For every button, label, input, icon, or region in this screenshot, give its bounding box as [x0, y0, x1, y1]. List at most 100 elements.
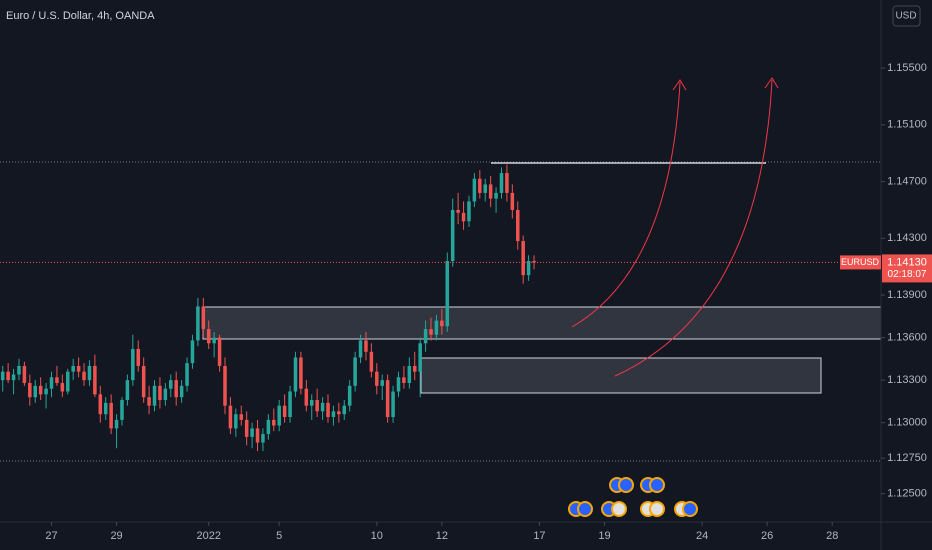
candle-body: [212, 337, 216, 344]
arrow: [614, 79, 773, 377]
currency-button[interactable]: [892, 5, 921, 27]
candle-body: [201, 306, 206, 330]
candle-body: [266, 419, 271, 435]
candle-body: [196, 306, 200, 341]
candle-body: [44, 388, 48, 395]
chart-title: Euro / U.S. Dollar, 4h, OANDA: [6, 10, 155, 22]
candle-body: [445, 261, 450, 327]
candle-body: [418, 343, 422, 372]
candle-body: [450, 209, 455, 261]
candle-body: [55, 377, 59, 383]
candle-body: [141, 365, 146, 398]
x-tick-label: 12: [436, 530, 448, 542]
price-label: 1.14130: [887, 256, 927, 268]
candle-body: [244, 419, 249, 437]
candles: [0, 164, 536, 452]
candle-body: [60, 382, 65, 392]
candle-body: [120, 400, 124, 420]
candle-body: [174, 380, 178, 398]
candle-body: [369, 351, 374, 372]
event-icon: [682, 501, 698, 517]
arrow: [571, 81, 681, 328]
candle-body: [93, 365, 97, 395]
candle-body: [315, 400, 319, 412]
x-tick-label: 27: [45, 530, 57, 542]
candle-body: [190, 340, 195, 364]
zone: [202, 306, 882, 340]
candle-body: [282, 405, 287, 418]
y-tick-label: 1.14700: [887, 175, 927, 187]
candle-body: [375, 371, 379, 386]
event-icon: [649, 501, 665, 517]
candle-body: [82, 371, 86, 381]
currency-label[interactable]: USD: [895, 11, 916, 22]
candle-body: [515, 209, 520, 242]
candle-body: [402, 377, 406, 383]
zone: [420, 357, 822, 394]
x-tick-label: 17: [533, 530, 545, 542]
x-tick-label: 28: [826, 530, 838, 542]
candle-body: [185, 363, 189, 386]
candle-body: [217, 337, 222, 366]
y-tick-label: 1.13600: [887, 332, 927, 344]
candle-body: [288, 391, 292, 418]
y-tick-label: 1.13900: [887, 289, 927, 301]
x-tick-label: 5: [276, 530, 282, 542]
candle-body: [385, 380, 390, 418]
candle-body: [272, 419, 276, 426]
candle-body: [337, 411, 341, 415]
candle-body: [158, 385, 162, 401]
candle-body: [98, 394, 103, 415]
candle-body: [407, 365, 412, 383]
x-tick-label: 24: [696, 530, 708, 542]
candle-body: [396, 377, 401, 392]
symbol-label: EURUSD: [841, 257, 880, 267]
candle-body: [331, 411, 336, 418]
candle-body: [228, 405, 233, 429]
candle-body: [412, 365, 417, 372]
event-icon: [611, 501, 627, 517]
candle-body: [223, 365, 227, 406]
candle-body: [109, 402, 113, 429]
candle-body: [49, 377, 54, 389]
candle-body: [103, 402, 108, 415]
event-icon: [577, 501, 593, 517]
candle-body: [163, 388, 168, 401]
candle-body: [526, 261, 531, 276]
candle-body: [0, 371, 5, 381]
candle-body: [326, 402, 330, 418]
candle-body: [152, 385, 157, 406]
candle-body: [380, 380, 384, 386]
symbol-badge: [840, 255, 881, 270]
candle-body: [342, 405, 347, 415]
arrow-head: [672, 79, 687, 91]
candle-body: [11, 374, 16, 381]
candle-body: [38, 385, 43, 395]
candle-body: [131, 348, 135, 381]
candle-body: [206, 329, 211, 344]
candle-body: [299, 357, 303, 389]
candle-body: [467, 201, 471, 222]
candle-body: [483, 184, 487, 193]
candle-body: [472, 178, 477, 202]
candle-body: [456, 209, 460, 213]
x-tick-label: 26: [761, 530, 773, 542]
candle-body: [33, 385, 38, 398]
candle-body: [478, 178, 482, 193]
candle-body: [28, 382, 32, 398]
candle-body: [261, 434, 265, 443]
candle-body: [488, 184, 493, 199]
candle-body: [309, 400, 314, 406]
candle-body: [429, 329, 433, 335]
candle-body: [304, 388, 309, 406]
candle-body: [461, 212, 466, 222]
candle-body: [114, 419, 119, 429]
event-icons: [568, 477, 698, 517]
event-icon: [618, 477, 634, 493]
candle-body: [239, 414, 244, 420]
candle-body: [440, 320, 444, 327]
arrow-head: [764, 77, 779, 89]
